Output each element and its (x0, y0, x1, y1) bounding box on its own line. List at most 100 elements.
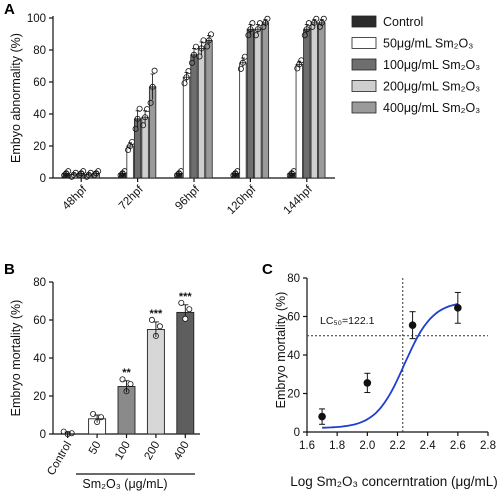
data-point (123, 388, 130, 395)
legend-label: 200μg/mL Sm₂O₃ (383, 80, 480, 94)
data-point (230, 172, 237, 179)
data-point (249, 20, 256, 27)
data-point (151, 67, 158, 74)
data-point (232, 170, 239, 177)
panel-c: C 0 20 40 60 80 1.6 1.8 2.0 2.2 2.4 2.6 2.8 LC₅₀=122… (262, 261, 498, 489)
x-tick-label: 120hpf (225, 183, 259, 217)
y-tick-label: 60 (287, 312, 300, 324)
data-point (83, 173, 90, 180)
x-tick-label: 144hpf (282, 183, 316, 217)
legend-label: 100μg/mL Sm₂O₃ (383, 58, 480, 72)
x-tick-label: 100 (113, 440, 133, 463)
data-point (363, 379, 372, 387)
data-point (303, 26, 310, 33)
data-point (142, 114, 149, 121)
data-point (203, 43, 210, 50)
bar (205, 40, 213, 179)
panel-b-y-axis-label: Embryo mortality (%) (9, 300, 23, 417)
legend-label: Control (383, 15, 423, 29)
data-point (198, 45, 205, 52)
data-point (78, 170, 85, 177)
data-point (65, 168, 72, 175)
x-tick-label: 400 (172, 440, 192, 463)
x-tick-label: 2.8 (480, 440, 496, 452)
significance-marker: ** (122, 367, 131, 379)
data-point (175, 170, 182, 177)
y-tick-label: 60 (33, 315, 46, 327)
panel-a-y-axis-label: Embyo abnormality (%) (9, 33, 23, 163)
data-point (156, 323, 163, 330)
panel-a-axes: 0 20 40 60 80 100 48hpf 72hpf 96hpf 120hpf 144hpf (27, 13, 335, 217)
data-point (318, 412, 326, 421)
y-tick-label: 40 (287, 350, 300, 362)
legend-swatch (351, 37, 377, 49)
data-point (247, 26, 254, 33)
data-point (90, 411, 97, 418)
lc50-annotation: LC₅₀=122.1 (320, 315, 375, 327)
data-point (148, 316, 155, 323)
data-point (237, 65, 244, 72)
data-point (117, 172, 124, 179)
x-tick-label: 50 (87, 440, 104, 457)
y-tick-label: 40 (33, 109, 46, 121)
bar (246, 28, 255, 179)
x-tick-label: Control (45, 440, 74, 478)
y-tick-label: 20 (287, 389, 300, 401)
bar (182, 76, 191, 179)
data-point (136, 105, 143, 112)
data-point (408, 321, 417, 329)
data-point (205, 37, 212, 44)
data-point (188, 59, 195, 66)
data-point (313, 15, 320, 22)
data-point (185, 68, 192, 75)
bar (197, 48, 206, 179)
y-tick-label: 0 (40, 173, 46, 185)
bar (310, 22, 318, 179)
data-point (288, 170, 295, 177)
data-point (192, 43, 199, 50)
data-point (196, 53, 203, 60)
data-point (183, 74, 190, 81)
data-point (132, 125, 139, 132)
data-point (239, 59, 246, 66)
panel-c-x-axis-label: Log Sm₂O₃ concerntration (μg/mL) (290, 474, 498, 489)
y-tick-label: 80 (287, 273, 300, 285)
legend-swatch (351, 15, 377, 28)
data-point (190, 51, 197, 58)
data-point (454, 304, 462, 312)
x-tick-label: 2.2 (390, 440, 406, 452)
bar (176, 311, 195, 435)
data-point (63, 170, 70, 177)
x-tick-label: 2.6 (450, 440, 466, 452)
data-point (140, 122, 147, 129)
data-point (252, 32, 259, 39)
panel-b: B 0 20 40 60 80 Control 50 100 ** 200 *** 400 *** Em… (4, 261, 200, 491)
legend-swatch (351, 80, 377, 92)
data-point (245, 32, 252, 39)
panel-c-label: C (262, 261, 273, 278)
y-tick-label: 40 (33, 353, 46, 365)
legend-swatch (351, 101, 377, 114)
y-tick-label: 0 (40, 429, 46, 441)
bar (126, 145, 134, 179)
panel-c-axes: 0 20 40 60 80 1.6 1.8 2.0 2.2 2.4 2.6 2.8 LC₅₀=122.1 (287, 273, 496, 452)
y-tick-label: 80 (33, 45, 46, 57)
y-tick-label: 80 (33, 277, 46, 289)
data-point (264, 15, 271, 22)
data-point (68, 430, 75, 437)
data-point (91, 172, 98, 179)
x-tick-label: 72hpf (117, 183, 146, 212)
bar (254, 28, 262, 179)
x-tick-label: 48hpf (60, 183, 89, 212)
data-point (93, 170, 100, 177)
data-point (254, 26, 261, 33)
panel-a-label: A (4, 1, 15, 18)
x-tick-label: 200 (143, 440, 163, 463)
data-point (68, 173, 75, 180)
bar (146, 329, 165, 435)
data-point (182, 315, 189, 322)
bar (318, 22, 326, 179)
panel-c-y-axis-label: Embryo mortality (%) (274, 292, 288, 409)
data-point (173, 172, 180, 179)
